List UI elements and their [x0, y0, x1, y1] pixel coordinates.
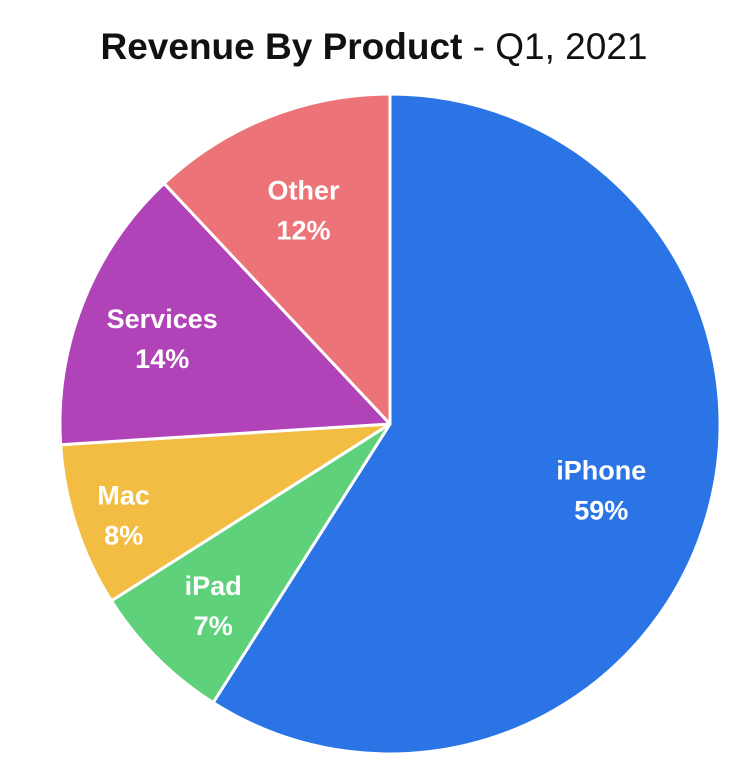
slice-label-mac: Mac: [97, 481, 150, 511]
pie-slices: [58, 92, 722, 756]
pie-labels: iPhone 59% iPad 7% Mac 8% Services 14% Other 12%: [97, 176, 646, 641]
slice-value-services: 14%: [135, 344, 189, 374]
slice-value-mac: 8%: [104, 521, 143, 551]
chart-title: Revenue By Product - Q1, 2021: [0, 22, 748, 72]
slice-label-other: Other: [267, 176, 340, 206]
slice-label-services: Services: [107, 304, 218, 334]
slice-value-iphone: 59%: [574, 495, 628, 525]
pie-slice-other: [162, 92, 392, 426]
pie-slice-ipad: [109, 422, 392, 705]
pie-slice-mac: [59, 422, 392, 603]
slice-value-ipad: 7%: [194, 611, 233, 641]
slice-label-iphone: iPhone: [556, 455, 646, 485]
slice-label-ipad: iPad: [185, 571, 242, 601]
slice-value-other: 12%: [276, 216, 330, 246]
pie-slice-services: [58, 181, 392, 447]
chart-subtitle: - Q1, 2021: [472, 26, 648, 67]
chart-title-main: Revenue By Product: [100, 26, 463, 67]
pie-slice-iphone: [211, 92, 722, 756]
